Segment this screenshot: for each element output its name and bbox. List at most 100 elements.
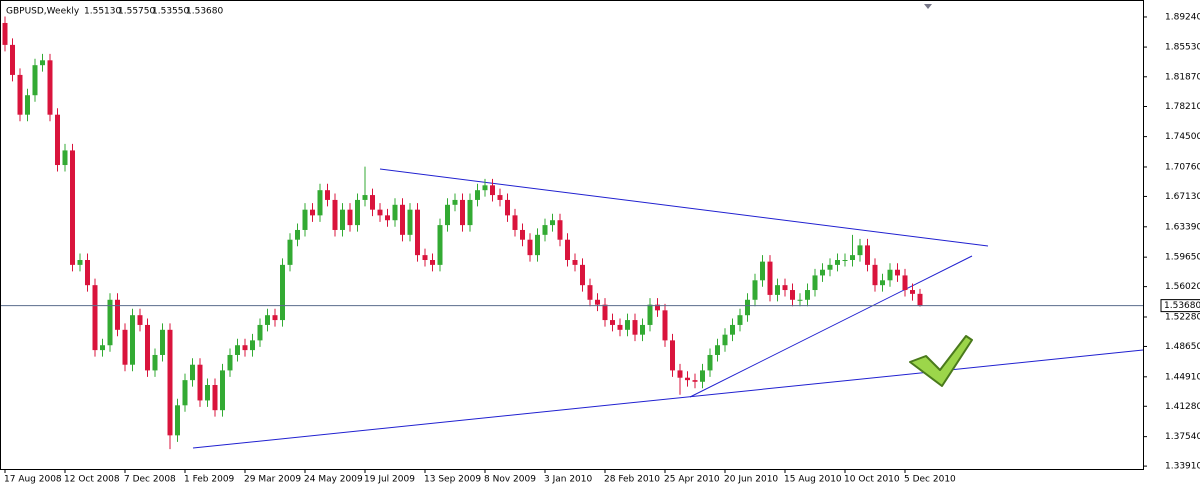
header-value: 1.53550 [152,7,189,17]
candle-body [347,209,353,226]
candle-body [430,260,435,265]
candle-body [715,345,720,355]
x-tick-label: 20 Jun 2010 [724,475,778,485]
candle-body [820,269,825,276]
candle-body [865,245,870,265]
candle-body [145,324,150,371]
candle-body [782,285,788,291]
candle-body [497,195,503,200]
candle-body [737,315,743,325]
candle-body [340,209,345,230]
candle-body [205,385,210,401]
x-tick-label: 7 Dec 2008 [124,475,176,485]
candle-body [250,340,255,351]
x-tick-label: 8 Nov 2009 [484,475,536,485]
candle-body [752,280,758,300]
candle-body [190,364,195,381]
header-value: 1.55130 [84,7,121,17]
candle-body [152,354,158,371]
plot-frame [0,0,1144,470]
y-tick-label: 1.67130 [1165,192,1200,202]
candle-body [520,229,525,240]
candle-body [377,209,383,216]
candle-body [92,285,98,351]
candle-body [100,345,105,351]
candle-body [482,185,488,191]
y-tick-label: 1.41280 [1165,402,1200,412]
candle-body [220,370,225,411]
candle-body [302,209,308,230]
candle-body [10,44,15,75]
candle-body [512,215,518,230]
candle-body [550,220,555,226]
candle-body [235,345,240,355]
x-tick-label: 28 Feb 2010 [604,475,660,485]
candle-body [835,260,840,265]
candle-body [422,255,428,261]
candle-body [137,315,143,325]
y-tick-label: 1.44910 [1165,372,1200,382]
candle-body [775,285,780,295]
candle-body [910,290,915,294]
candle-body [400,204,405,235]
candle-body [692,380,698,382]
x-tick-label: 25 Apr 2010 [664,475,720,485]
candle-body [790,290,795,300]
x-tick-label: 19 Jul 2009 [364,475,415,485]
candle-body [17,74,23,115]
candle-body [445,204,450,226]
candle-body [167,329,173,436]
candle-body [415,209,420,256]
candle-body [40,60,45,66]
y-tick-label: 1.89240 [1165,12,1200,22]
candle-body [662,310,668,341]
candle-body [77,260,83,265]
candle-body [107,299,113,346]
candle-body [760,261,765,281]
y-tick-label: 1.85530 [1165,43,1200,53]
candle-body [122,329,128,365]
candle-body [332,199,338,230]
candle-body [827,264,833,270]
y-tick-label: 1.81870 [1165,72,1200,82]
y-tick-label: 1.52280 [1165,312,1200,322]
candle-body [475,190,480,200]
candle-body [902,275,908,291]
y-tick-label: 1.56020 [1165,282,1200,292]
x-tick-label: 12 Oct 2008 [64,475,120,485]
candle-body [767,261,773,295]
candle-body [242,345,248,351]
candle-body [370,195,375,210]
candle-body [490,185,495,196]
candle-body [842,260,848,262]
candle-body [385,215,390,221]
candle-body [700,370,705,382]
candle-body [392,204,398,221]
candle-body [857,245,863,256]
candle-body [655,304,660,311]
candle-body [460,199,465,226]
candle-body [610,320,615,325]
x-tick-label: 1 Feb 2009 [184,475,235,485]
x-tick-label: 3 Jan 2010 [544,475,592,485]
candle-body [542,225,548,235]
y-tick-label: 1.70760 [1165,162,1200,172]
x-tick-label: 13 Sep 2009 [424,475,481,485]
candle-body [70,150,75,265]
candle-body [685,377,690,381]
candle-body [722,334,728,346]
x-tick-label: 29 Mar 2009 [244,475,301,485]
candle-body [175,405,180,436]
candle-body [587,285,593,300]
candle-body [62,150,68,166]
candle-body [917,293,923,306]
candle-body [797,299,803,301]
candles [2,16,923,450]
y-tick-label: 1.63390 [1165,222,1200,232]
y-tick-label: 1.59650 [1165,253,1200,263]
candle-body [85,260,90,286]
y-tick-label: 1.74500 [1165,132,1200,142]
header-value: 1.55750 [118,7,155,17]
